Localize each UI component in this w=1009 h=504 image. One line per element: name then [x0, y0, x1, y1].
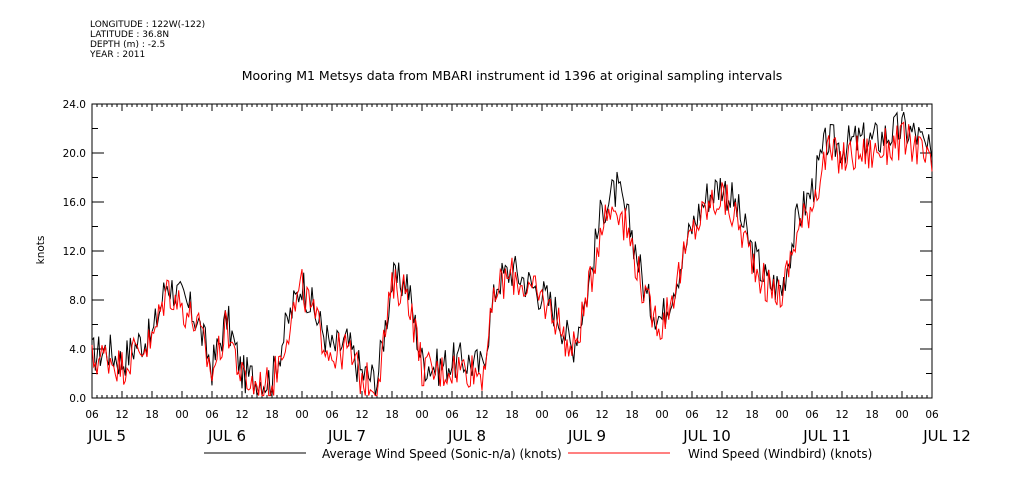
legend-label-0: Average Wind Speed (Sonic-n/a) (knots) [322, 447, 562, 461]
x-hour-label: 18 [145, 409, 158, 421]
x-hour-label: 12 [235, 409, 248, 421]
longitude-text: LONGITUDE : 122W(-122) [90, 20, 206, 30]
legend-label-1: Wind Speed (Windbird) (knots) [688, 447, 872, 461]
x-hour-label: 00 [295, 409, 308, 421]
x-hour-label: 18 [385, 409, 398, 421]
series-layer [91, 111, 933, 397]
x-hour-label: 18 [265, 409, 278, 421]
x-hour-label: 06 [565, 409, 579, 421]
x-hour-label: 00 [895, 409, 908, 421]
series-line-0 [91, 111, 933, 397]
x-hour-label: 18 [625, 409, 638, 421]
plot-frame [91, 103, 933, 399]
x-hour-label: 12 [355, 409, 368, 421]
x-axis: 06 12 18 00 06 12 18 00 06 12 18 00 06 12 18 00 06 12 18 00… [85, 104, 971, 445]
x-hour-label: 18 [505, 409, 518, 421]
latitude-text: LATITUDE : 36.8N [90, 30, 170, 40]
x-hour-label: 00 [775, 409, 788, 421]
x-day-label: JUL 10 [682, 427, 731, 445]
y-tick-label: 20.0 [63, 148, 86, 160]
x-hour-label: 12 [715, 409, 728, 421]
x-hour-label: 06 [805, 409, 819, 421]
x-hour-label: 12 [595, 409, 608, 421]
x-hour-label: 18 [745, 409, 758, 421]
x-hour-label: 06 [85, 409, 99, 421]
x-hour-label: 12 [835, 409, 848, 421]
x-day-label: JUL 8 [447, 427, 486, 445]
x-day-label: JUL 12 [922, 427, 971, 445]
x-hour-label: 12 [475, 409, 488, 421]
depth-text: DEPTH (m) : -2.5 [90, 40, 166, 50]
x-hour-label: 06 [205, 409, 219, 421]
x-day-label: JUL 6 [207, 427, 246, 445]
metadata-block: LONGITUDE : 122W(-122) LATITUDE : 36.8N … [90, 20, 205, 60]
y-axis-label: knots [35, 236, 47, 265]
x-day-label: JUL 9 [567, 427, 606, 445]
legend: Average Wind Speed (Sonic-n/a) (knots) Wi… [204, 447, 872, 461]
x-hour-label: 06 [685, 409, 699, 421]
x-hour-label: 00 [535, 409, 548, 421]
x-hour-label: 12 [115, 409, 128, 421]
series-line-1 [91, 121, 933, 397]
x-day-label: JUL 5 [87, 427, 126, 445]
y-tick-label: 4.0 [69, 344, 86, 356]
x-hour-label: 18 [865, 409, 878, 421]
x-hour-label: 00 [655, 409, 668, 421]
x-hour-label: 06 [325, 409, 339, 421]
y-tick-label: 8.0 [69, 295, 86, 307]
y-tick-label: 0.0 [69, 393, 86, 405]
y-tick-label: 16.0 [63, 197, 86, 209]
x-day-label: JUL 7 [327, 427, 366, 445]
x-hour-label: 00 [415, 409, 428, 421]
x-hour-label: 00 [175, 409, 188, 421]
x-hour-label: 06 [445, 409, 459, 421]
y-tick-label: 12.0 [63, 246, 86, 258]
chart-title: Mooring M1 Metsys data from MBARI instru… [242, 68, 783, 83]
y-axis: 0.0 4.0 8.0 12.0 16.0 20.0 24.0 [63, 99, 932, 405]
year-text: YEAR : 2011 [90, 50, 146, 60]
x-hour-label: 06 [925, 409, 939, 421]
y-tick-label: 24.0 [63, 99, 86, 111]
x-day-label: JUL 11 [802, 427, 851, 445]
